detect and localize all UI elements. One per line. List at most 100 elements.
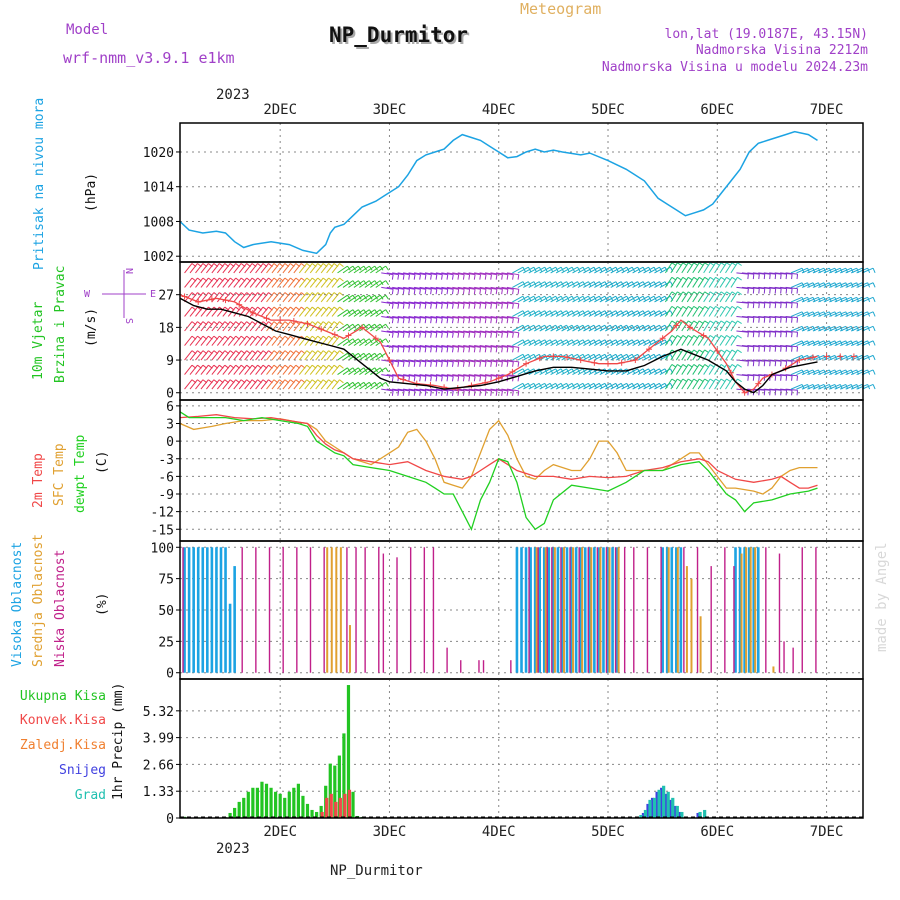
wind-barb — [353, 265, 365, 274]
wind-barb-flag — [347, 280, 351, 286]
wind-barb — [260, 350, 269, 361]
wind-barb — [785, 301, 798, 304]
wind-barb — [686, 378, 695, 390]
wind-barb — [195, 321, 204, 332]
wind-barb — [637, 281, 649, 288]
wind-barb — [610, 324, 622, 332]
wind-barb — [260, 364, 269, 375]
wind-barb — [523, 382, 535, 390]
wind-barb — [463, 272, 476, 276]
wind-barb-flag — [462, 376, 465, 382]
cloud-low-bar — [783, 641, 785, 673]
wind-barb-flag — [402, 361, 405, 367]
wind-barb-flag — [468, 289, 471, 295]
wind-barb-flag — [430, 318, 432, 324]
wind-barb — [637, 324, 649, 332]
wind-barb — [747, 359, 760, 362]
wind-barb — [577, 281, 589, 288]
precip-snow-bar — [678, 811, 682, 818]
wind-barb — [260, 321, 269, 332]
wind-barb — [474, 301, 487, 305]
wind-barb — [348, 338, 359, 346]
wind-barb — [752, 272, 765, 275]
wind-barb-flag — [479, 318, 482, 324]
wind-barb — [758, 330, 771, 333]
wind-barb — [785, 345, 798, 348]
wind-barb — [512, 353, 524, 361]
wind-barb-flag — [347, 382, 351, 387]
wind-barb — [774, 330, 787, 333]
wind-barb — [430, 301, 443, 305]
wind-barb — [233, 350, 242, 361]
wind-barb — [386, 286, 399, 290]
precip-convective-bar — [329, 793, 333, 818]
wind-barb — [424, 286, 437, 290]
wind-barb — [348, 265, 359, 274]
wind-barb-flag — [457, 390, 460, 396]
wind-barb-flag — [484, 318, 487, 324]
wind-barb — [697, 262, 706, 274]
wind-barb — [244, 292, 253, 303]
wind-barb — [692, 364, 700, 375]
wind-barb — [501, 286, 514, 290]
wind-barb — [780, 286, 793, 290]
credit-watermark: made by Angel — [874, 542, 890, 652]
wind-barb — [610, 266, 622, 274]
cloud-mid-bar — [572, 547, 575, 673]
wind-barb — [769, 388, 782, 391]
wind-barb — [823, 325, 836, 332]
cloud-high-bar — [565, 547, 569, 673]
wind-barb — [741, 374, 754, 377]
wind-barb-flag — [484, 274, 487, 280]
wind-barb — [637, 368, 649, 376]
cloud-high-bar — [524, 547, 528, 673]
wind-barb — [424, 388, 437, 392]
wind-barb — [769, 330, 782, 333]
wind-barb — [430, 286, 443, 290]
wind-barb — [413, 315, 426, 319]
wind-barb — [550, 324, 562, 332]
wind-barb — [643, 324, 655, 332]
wind-barb — [381, 374, 394, 377]
wind-barb — [730, 262, 738, 274]
wind-barb-flag — [473, 274, 476, 280]
y-tick-label: 1002 — [143, 250, 174, 265]
wind-barb — [408, 315, 421, 319]
cloud-low-bar — [423, 547, 426, 673]
wind-barb-flag — [347, 352, 351, 358]
wind-barb — [774, 374, 787, 377]
wind-barb — [287, 321, 297, 332]
wind-barb — [277, 379, 286, 390]
wind-barb — [430, 388, 443, 392]
wind-barb — [845, 267, 857, 274]
pressure-axis-title: Pritisak na nivou mora — [32, 98, 47, 270]
wind-barb — [850, 267, 863, 274]
wind-barb-flag — [419, 347, 421, 353]
wind-barb — [452, 374, 465, 377]
wind-barb — [184, 350, 193, 361]
wind-barb — [304, 306, 313, 317]
wind-barb — [446, 315, 459, 319]
wind-barb-flag — [451, 332, 454, 338]
wind-barb — [342, 381, 354, 390]
wind-barb — [681, 262, 689, 274]
wind-barb — [337, 367, 348, 375]
wind-barb — [790, 311, 803, 317]
wind-barb-flag — [506, 303, 509, 309]
wind-barb — [534, 295, 546, 303]
wind-barb — [484, 301, 498, 305]
wind-barb — [834, 369, 847, 376]
wind-barb — [266, 379, 275, 390]
wind-barb — [708, 364, 717, 375]
wind-barb — [539, 295, 551, 303]
wind-barb — [255, 292, 264, 303]
wind-barb-flag — [424, 361, 427, 367]
wind-barb — [463, 330, 476, 334]
wind-barb — [331, 350, 340, 361]
wind-barb — [211, 292, 220, 303]
wind-barb — [801, 383, 814, 390]
wind-barb — [397, 345, 410, 348]
wind-barb-flag — [479, 361, 482, 367]
wind-barb — [506, 272, 519, 276]
